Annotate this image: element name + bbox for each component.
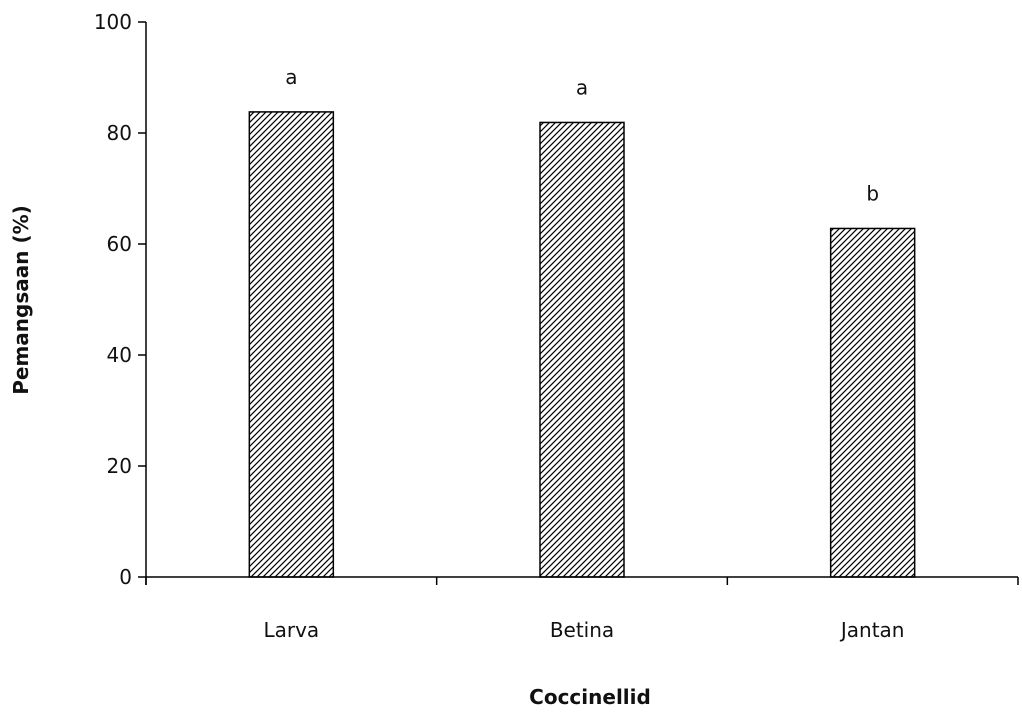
y-tick-label-4: 80 [107,121,132,145]
x-tick-label-jantan: Jantan [839,618,905,642]
y-tick-label-1: 20 [107,454,132,478]
y-tick-label-5: 100 [94,10,132,34]
y-tick-label-3: 60 [107,232,132,256]
significance-label-jantan: b [866,181,879,205]
x-tick-label-larva: Larva [263,618,319,642]
x-axis-title: Coccinellid [529,685,651,709]
y-axis-title: Pemangsaan (%) [9,205,33,395]
y-tick-label-2: 40 [107,343,132,367]
significance-label-larva: a [285,65,297,89]
bar-larva [248,111,335,578]
bar-jantan [829,227,916,578]
significance-label-betina: a [576,75,588,99]
bar-betina [539,121,625,578]
y-tick-label-0: 0 [119,565,132,589]
plot-area: 0 20 40 60 80 100 Larva a Betina a Jantan b [94,10,1019,642]
x-tick-label-betina: Betina [550,618,614,642]
